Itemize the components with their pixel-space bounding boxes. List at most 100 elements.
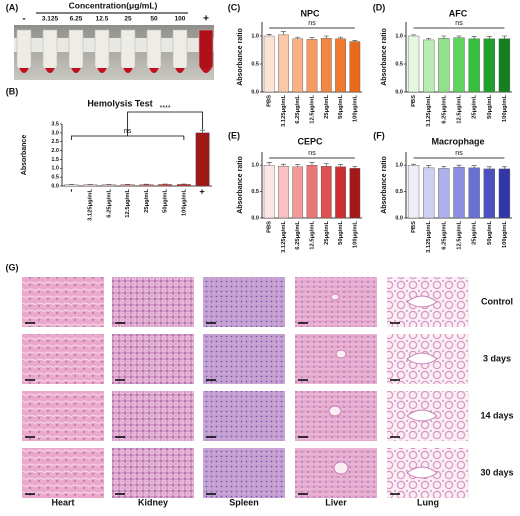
- x-tick-label: 6.25μg/mL: [441, 221, 447, 250]
- histology-image: [112, 391, 194, 441]
- concentration-label: 12.5: [96, 16, 109, 23]
- x-tick-label: 12.5μg/mL: [310, 95, 316, 124]
- row-label: 30 days: [480, 467, 513, 477]
- bar: [335, 167, 345, 218]
- annotation: ns: [308, 150, 316, 157]
- concentration-label: 100: [175, 16, 186, 23]
- x-tick-label: 50μg/mL: [338, 95, 344, 119]
- tube: [121, 30, 135, 73]
- x-tick-label: 3.125μg/mL: [281, 95, 287, 127]
- bar: [264, 165, 274, 218]
- x-tick-label: 6.25μg/mL: [106, 189, 112, 218]
- error-bar: [267, 34, 272, 36]
- chart-title: Macrophage: [431, 136, 484, 146]
- panel-label: (F): [373, 130, 385, 140]
- vessel: [336, 350, 346, 358]
- chart-title: AFC: [449, 8, 468, 18]
- y-tick-label: 0.0: [251, 215, 259, 221]
- error-bar: [295, 37, 300, 39]
- bar: [423, 168, 434, 218]
- histology-image: [22, 277, 104, 327]
- bar: [293, 39, 303, 92]
- concentration-label: 3.125: [42, 16, 59, 23]
- y-tick-label: 2.0: [51, 148, 59, 154]
- y-tick-label: 1.0: [395, 163, 403, 169]
- error-bar: [281, 164, 286, 166]
- error-bar: [457, 36, 462, 38]
- y-tick-label: 0.5: [51, 175, 59, 181]
- error-bar: [281, 32, 286, 35]
- bar: [307, 165, 317, 218]
- histology-image: [295, 334, 377, 384]
- bar: [469, 39, 480, 92]
- panel-label: (D): [373, 2, 386, 12]
- bar: [65, 185, 79, 186]
- concentration-label: 50: [150, 16, 158, 23]
- tube: [147, 30, 161, 73]
- x-tick-label: 3.125μg/mL: [281, 221, 287, 253]
- annotation: ns: [455, 150, 463, 157]
- bar: [177, 184, 191, 186]
- x-tick-label: 12.5μg/mL: [310, 221, 316, 250]
- bar: [264, 36, 274, 92]
- error-bar: [502, 167, 507, 169]
- bar: [408, 165, 419, 218]
- tube: [43, 30, 57, 73]
- error-bar: [487, 167, 492, 169]
- bar: [335, 39, 345, 92]
- histology-image: [112, 277, 194, 327]
- x-tick-label: 12.5μg/mL: [457, 95, 463, 124]
- histology-image: [112, 448, 194, 498]
- x-tick-label: 100μg/mL: [502, 95, 508, 123]
- histology-image: [22, 448, 104, 498]
- column-label: Lung: [417, 497, 439, 507]
- x-tick-label: 6.25μg/mL: [295, 95, 301, 124]
- y-tick-label: 1.0: [251, 33, 259, 39]
- concentration-label: +: [203, 14, 209, 25]
- y-tick-label: 0.0: [395, 215, 403, 221]
- y-tick-label: 1.0: [51, 166, 59, 172]
- bar: [102, 185, 116, 186]
- y-tick-label: 1.5: [51, 157, 59, 163]
- histology-image: [112, 334, 194, 384]
- x-tick-label: 25μg/mL: [472, 95, 478, 119]
- histology-image: [22, 334, 104, 384]
- bar: [423, 40, 434, 92]
- x-tick-label: 100μg/mL: [352, 221, 358, 249]
- bar: [307, 39, 317, 92]
- chart-title: NPC: [300, 8, 320, 18]
- chart-title: Hemolysis Test: [87, 98, 152, 108]
- x-tick-label: 100μg/mL: [352, 95, 358, 123]
- y-tick-label: 0.0: [395, 89, 403, 95]
- error-bar: [324, 36, 329, 38]
- error-bar: [295, 165, 300, 167]
- tube: [17, 30, 31, 73]
- tube: [69, 30, 83, 73]
- histology-image: [203, 334, 285, 384]
- histology-image: [203, 391, 285, 441]
- x-tick-label: 12.5μg/mL: [457, 221, 463, 250]
- panel-label: (B): [6, 86, 19, 96]
- error-bar: [472, 166, 477, 168]
- column-label: Liver: [325, 497, 347, 507]
- annotation: ****: [160, 105, 171, 112]
- x-tick-label: 25μg/mL: [324, 221, 330, 245]
- error-bar: [267, 163, 272, 166]
- annotation: ns: [455, 20, 463, 27]
- panel-label: (G): [6, 262, 19, 272]
- panel-title: Concentration(μg/mL): [69, 0, 158, 10]
- vessel: [331, 294, 339, 300]
- bar: [278, 35, 288, 92]
- error-bar: [472, 37, 477, 39]
- x-tick-label: 50μg/mL: [163, 189, 169, 213]
- bracket: [71, 136, 184, 140]
- concentration-label: 25: [124, 16, 132, 23]
- x-tick-label: 12.5μg/mL: [125, 189, 131, 218]
- error-bar: [426, 166, 431, 168]
- y-tick-label: 0.0: [51, 183, 59, 189]
- y-tick-label: 0.5: [251, 61, 259, 67]
- error-bar: [426, 38, 431, 40]
- error-bar: [441, 166, 446, 168]
- bar: [454, 167, 465, 218]
